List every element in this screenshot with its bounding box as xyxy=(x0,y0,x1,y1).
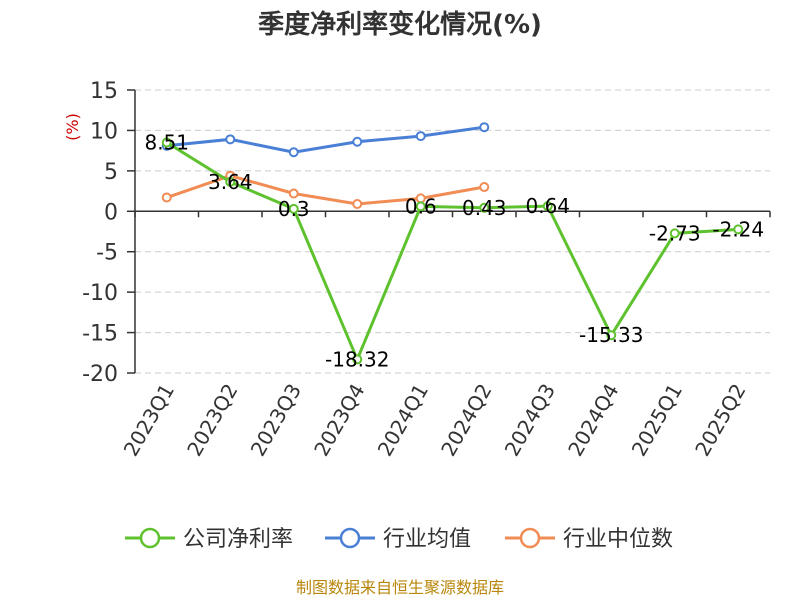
x-tick-label: 2023Q1 xyxy=(119,380,179,461)
legend-label: 公司净利率 xyxy=(183,527,293,552)
legend-marker xyxy=(339,527,361,549)
y-tick-label: 5 xyxy=(104,160,118,185)
data-label: -2.24 xyxy=(712,217,764,241)
chart-title: 季度净利率变化情况(%) xyxy=(258,9,542,40)
data-point[interactable] xyxy=(288,147,299,158)
legend-item[interactable]: 公司净利率 xyxy=(125,527,293,552)
data-point[interactable] xyxy=(415,131,426,142)
series-group xyxy=(161,122,744,365)
x-axis: 2023Q1 2023Q2 2023Q3 2023Q4 2024Q1 2024Q2 2024… xyxy=(119,210,771,461)
source-note: 制图数据来自恒生聚源数据库 xyxy=(296,578,504,597)
x-tick-label: 2025Q1 xyxy=(627,380,687,461)
data-point[interactable] xyxy=(225,134,236,145)
y-tick-label: 0 xyxy=(104,200,118,225)
y-tick-label: -15 xyxy=(82,322,118,347)
data-label: -2.73 xyxy=(649,221,701,245)
data-point[interactable] xyxy=(352,354,363,365)
data-point[interactable] xyxy=(606,330,617,341)
legend-marker xyxy=(519,527,541,549)
data-point[interactable] xyxy=(352,199,363,210)
grid-lines xyxy=(135,89,770,374)
x-tick-label: 2023Q3 xyxy=(246,380,306,461)
x-tick-label: 2024Q4 xyxy=(563,380,623,461)
x-tick-label: 2024Q1 xyxy=(373,380,433,461)
data-point[interactable] xyxy=(161,137,172,148)
x-tick-label: 2023Q4 xyxy=(309,380,369,461)
data-point[interactable] xyxy=(288,203,299,214)
data-point[interactable] xyxy=(542,201,553,212)
data-point[interactable] xyxy=(161,192,172,203)
data-point[interactable] xyxy=(288,188,299,199)
data-point[interactable] xyxy=(479,182,490,193)
x-tick-label: 2023Q2 xyxy=(182,380,242,461)
data-label: 0.43 xyxy=(462,196,507,220)
y-tick-label: -5 xyxy=(96,241,118,266)
data-label: 0.64 xyxy=(525,194,570,218)
legend-label: 行业均值 xyxy=(383,527,471,552)
legend-marker xyxy=(139,527,161,549)
data-label: -18.32 xyxy=(325,347,389,371)
data-label: 8.51 xyxy=(144,130,189,154)
series-line-1 xyxy=(166,125,485,154)
y-tick-label: 15 xyxy=(90,79,118,104)
data-point[interactable] xyxy=(415,201,426,212)
y-tick-label: 10 xyxy=(90,119,118,144)
data-point[interactable] xyxy=(352,136,363,147)
series-line-0 xyxy=(165,141,739,364)
legend[interactable]: 公司净利率 行业均值 行业中位数 xyxy=(125,527,673,552)
series-line-2 xyxy=(166,174,485,206)
data-point[interactable] xyxy=(479,122,490,133)
legend-label: 行业中位数 xyxy=(563,527,673,552)
data-point[interactable] xyxy=(225,176,236,187)
data-point[interactable] xyxy=(669,228,680,239)
data-label: -15.33 xyxy=(579,323,643,347)
data-label: 0.6 xyxy=(405,194,437,218)
data-label: 3.64 xyxy=(208,170,253,194)
data-label: 0.3 xyxy=(278,197,310,221)
x-tick-label: 2024Q2 xyxy=(436,380,496,461)
y-tick-label: -10 xyxy=(82,281,118,306)
y-axis: 15 10 5 0 -5 -10 -15 -20 xyxy=(82,79,136,387)
x-tick-label: 2024Q3 xyxy=(500,380,560,461)
x-tick-label: 2025Q2 xyxy=(690,380,750,461)
data-point[interactable] xyxy=(479,202,490,213)
legend-item[interactable]: 行业均值 xyxy=(325,527,471,552)
data-point[interactable] xyxy=(733,224,744,235)
y-tick-label: -20 xyxy=(82,362,118,387)
data-labels: 8.51 3.64 0.3 -18.32 0.6 0.43 0.64 -15.33 -2.73-… xyxy=(144,130,764,371)
legend-item[interactable]: 行业中位数 xyxy=(505,527,673,552)
y-axis-label: (%) xyxy=(63,113,82,141)
